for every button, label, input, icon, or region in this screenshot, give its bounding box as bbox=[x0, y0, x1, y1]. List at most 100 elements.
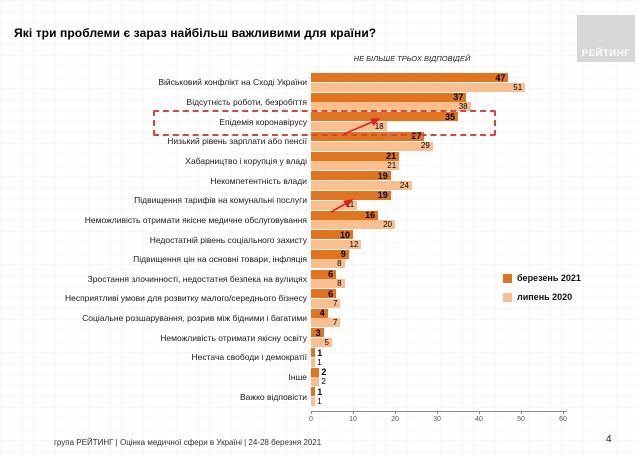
bar-july-2020 bbox=[311, 239, 362, 249]
value-label-march-2021: 19 bbox=[377, 170, 388, 181]
legend-swatch-march-2021 bbox=[503, 273, 512, 283]
bar-july-2020 bbox=[311, 357, 316, 367]
value-label-july-2020: 12 bbox=[349, 239, 359, 249]
bar-july-2020 bbox=[311, 220, 395, 230]
category-label: Некомпетентність влади bbox=[210, 175, 307, 186]
value-label-march-2021: 6 bbox=[328, 288, 334, 299]
bar-july-2020 bbox=[311, 161, 400, 171]
value-label-march-2021: 47 bbox=[495, 72, 506, 83]
x-axis-tick-mark bbox=[563, 411, 564, 414]
category-label: Підвищення тарифів на комунальні послуги bbox=[134, 195, 307, 206]
value-label-march-2021: 1 bbox=[317, 386, 323, 397]
category-label: Неможливість отримати якісну освіту bbox=[160, 332, 307, 343]
legend-item-july-2020: липень 2020 bbox=[503, 292, 581, 302]
value-label-march-2021: 4 bbox=[319, 308, 325, 319]
highlight-dashed-box bbox=[153, 110, 496, 136]
value-label-july-2020: 8 bbox=[337, 279, 342, 288]
category-label: Відсутність роботи, безробіття bbox=[186, 96, 307, 107]
x-axis-tick-mark bbox=[311, 411, 312, 414]
value-label-july-2020: 8 bbox=[337, 259, 342, 269]
page-title: Які три проблеми є зараз найбільш важлив… bbox=[14, 26, 377, 40]
legend-item-march-2021: березень 2021 bbox=[503, 273, 581, 283]
bar-july-2020 bbox=[311, 259, 345, 269]
bar-march-2021 bbox=[311, 289, 337, 299]
x-axis-tick-mark bbox=[395, 411, 396, 414]
x-axis-line bbox=[311, 411, 567, 412]
bar-march-2021 bbox=[311, 151, 400, 161]
category-label: Соціальне розшарування, розрив між бідни… bbox=[82, 313, 307, 324]
value-label-july-2020: 20 bbox=[383, 220, 392, 230]
x-axis-tick-mark bbox=[521, 411, 522, 414]
bar-march-2021 bbox=[311, 249, 349, 259]
rating-group-logo: РЕЙТИНГ bbox=[577, 15, 635, 62]
bar-march-2021 bbox=[311, 190, 391, 200]
value-label-march-2021: 16 bbox=[365, 210, 376, 221]
bar-july-2020 bbox=[311, 141, 433, 151]
value-label-march-2021: 9 bbox=[340, 249, 346, 260]
value-label-july-2020: 7 bbox=[332, 298, 338, 308]
bar-march-2021 bbox=[311, 387, 316, 397]
category-label: Низький рівень зарплати або пенсії bbox=[167, 136, 307, 147]
category-label: Епідемія коронавірусу bbox=[219, 116, 307, 127]
category-label: Нестача свободи і демократії bbox=[191, 352, 308, 363]
x-axis-tick-label: 20 bbox=[391, 416, 399, 423]
bar-july-2020 bbox=[311, 180, 412, 190]
bar-july-2020 bbox=[311, 279, 345, 289]
footer-source-line: група РЕЙТИНГ | Оцінка медичної сфери в … bbox=[54, 438, 322, 447]
value-label-march-2021: 35 bbox=[444, 111, 455, 122]
category-label: Інше bbox=[288, 372, 307, 383]
logo-text: РЕЙТИНГ bbox=[581, 48, 631, 59]
legend-swatch-july-2020 bbox=[503, 292, 512, 302]
bar-july-2020 bbox=[311, 377, 320, 387]
bar-march-2021 bbox=[311, 230, 353, 240]
category-label: Недостатній рівень соціального захисту bbox=[149, 234, 307, 245]
bar-march-2021 bbox=[311, 367, 320, 377]
bar-july-2020 bbox=[311, 102, 471, 112]
bar-march-2021 bbox=[311, 308, 328, 318]
value-label-march-2021: 2 bbox=[321, 367, 327, 378]
bar-july-2020 bbox=[311, 318, 341, 328]
category-label: Несприятливі умови для розвитку малого/с… bbox=[64, 293, 307, 304]
value-label-march-2021: 19 bbox=[377, 190, 388, 201]
value-label-march-2021: 3 bbox=[315, 327, 321, 338]
x-axis-tick-label: 60 bbox=[559, 416, 567, 423]
x-axis-tick-label: 50 bbox=[517, 416, 525, 423]
bar-july-2020 bbox=[311, 397, 316, 406]
value-label-july-2020: 1 bbox=[317, 357, 322, 367]
x-axis-tick-label: 0 bbox=[309, 416, 313, 423]
category-label: Важко відповісти bbox=[240, 391, 307, 402]
bar-march-2021 bbox=[311, 92, 467, 102]
value-label-july-2020: 1 bbox=[317, 396, 322, 406]
value-label-july-2020: 21 bbox=[387, 161, 397, 171]
x-axis-tick-label: 30 bbox=[433, 416, 441, 423]
bar-march-2021 bbox=[311, 112, 458, 122]
bar-march-2021 bbox=[311, 73, 509, 82]
chart-note: НЕ БІЛЬШЕ ТРЬОХ ВІДПОВІДЕЙ bbox=[353, 54, 471, 63]
value-label-july-2020: 2 bbox=[321, 377, 326, 387]
bar-march-2021 bbox=[311, 131, 425, 141]
value-label-july-2020: 29 bbox=[420, 141, 430, 151]
value-label-july-2020: 7 bbox=[332, 318, 338, 328]
page-number: 4 bbox=[606, 434, 612, 445]
value-label-march-2021: 21 bbox=[386, 151, 397, 162]
bar-march-2021 bbox=[311, 171, 391, 181]
category-label: Неможливість отримати якісне медичне обс… bbox=[84, 214, 307, 225]
legend-label-july-2020: липень 2020 bbox=[517, 292, 573, 302]
value-label-july-2020: 11 bbox=[345, 200, 355, 210]
bar-march-2021 bbox=[311, 269, 337, 279]
category-label: Підвищення цін на основні товари, інфляц… bbox=[133, 254, 307, 265]
value-label-july-2020: 38 bbox=[458, 102, 468, 112]
x-axis-tick-label: 40 bbox=[475, 416, 483, 423]
category-label: Військовий конфлікт на Сході України bbox=[158, 77, 307, 88]
value-label-march-2021: 6 bbox=[328, 269, 334, 279]
value-label-march-2021: 27 bbox=[411, 131, 422, 142]
x-axis-tick-label: 10 bbox=[349, 416, 357, 423]
value-label-july-2020: 24 bbox=[399, 180, 409, 190]
bar-july-2020 bbox=[311, 298, 341, 308]
value-label-july-2020: 51 bbox=[513, 82, 523, 92]
chart-legend: березень 2021 липень 2020 bbox=[503, 273, 581, 311]
bar-march-2021 bbox=[311, 328, 324, 338]
value-label-july-2020: 5 bbox=[324, 337, 329, 347]
legend-label-march-2021: березень 2021 bbox=[517, 273, 581, 283]
